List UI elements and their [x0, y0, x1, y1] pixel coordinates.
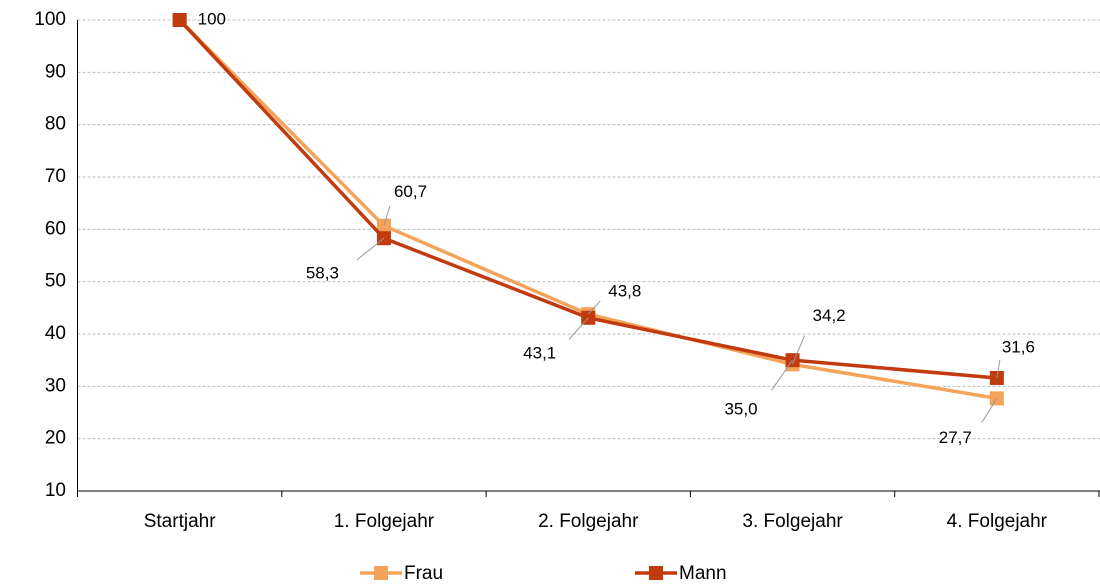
y-tick-label: 90	[45, 61, 66, 82]
leader-line	[792, 335, 806, 365]
leader-line	[383, 205, 391, 226]
y-tick-label: 100	[34, 9, 66, 30]
point	[172, 13, 187, 27]
leader-line	[587, 300, 601, 315]
x-tick-label: 3. Folgejahr	[742, 511, 843, 532]
data-label: 58,3	[306, 264, 339, 283]
x-tick-label: 2. Folgejahr	[538, 511, 639, 532]
data-label: 43,8	[608, 282, 641, 301]
data-label: 35,0	[724, 400, 757, 419]
legend-marker	[649, 566, 663, 580]
data-label: 100	[198, 9, 226, 28]
leader-line	[568, 317, 589, 340]
x-tick-label: Startjahr	[144, 511, 216, 532]
leader-line	[996, 359, 1001, 379]
x-tick-label: 1. Folgejahr	[334, 511, 435, 532]
y-tick-label: 40	[45, 323, 66, 344]
legend-label: Mann	[679, 563, 727, 584]
y-tick-label: 20	[45, 428, 66, 449]
leader-line	[981, 398, 998, 423]
legend-label: Frau	[404, 563, 443, 584]
data-label: 27,7	[939, 428, 972, 447]
y-tick-label: 60	[45, 218, 66, 239]
y-tick-label: 70	[45, 166, 66, 187]
data-label: 43,1	[523, 343, 556, 362]
leader-line	[356, 237, 385, 261]
data-label: 60,7	[394, 182, 427, 201]
y-tick-label: 50	[45, 271, 66, 292]
y-tick-label: 10	[45, 480, 66, 501]
data-label: 34,2	[813, 306, 846, 325]
x-tick-label: 4. Folgejahr	[947, 511, 1048, 532]
y-tick-label: 30	[45, 375, 66, 396]
legend-marker	[374, 566, 388, 580]
y-tick-label: 80	[45, 114, 66, 135]
series-line	[178, 18, 998, 401]
data-label: 31,6	[1002, 337, 1035, 356]
leader-line	[771, 359, 793, 391]
